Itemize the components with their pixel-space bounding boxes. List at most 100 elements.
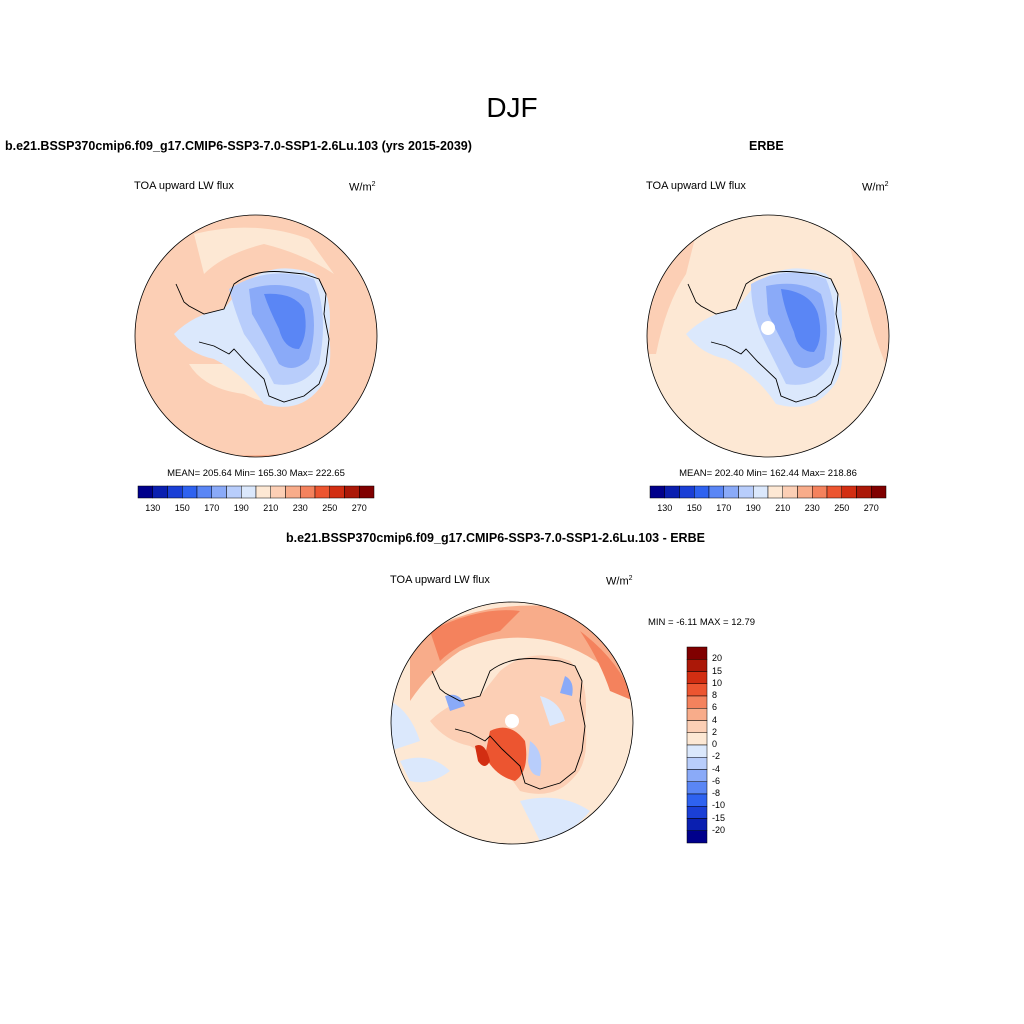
colorbar-swatch xyxy=(871,485,887,499)
colorbar-swatch xyxy=(167,485,183,499)
diff-colorbar xyxy=(686,646,708,844)
colorbar-tick-label: 150 xyxy=(686,503,702,513)
model-polar-map xyxy=(134,214,378,458)
colorbar-swatch xyxy=(738,485,754,499)
figure-title: DJF xyxy=(486,92,538,123)
colorbar-swatch xyxy=(797,485,813,499)
colorbar-swatch xyxy=(826,485,842,499)
colorbar-swatch xyxy=(686,671,708,684)
colorbar-swatch xyxy=(196,485,212,499)
colorbar-swatch xyxy=(686,732,708,746)
antarctica-coastline xyxy=(687,271,842,403)
obs-polar-map xyxy=(646,214,890,458)
colorbar-swatch xyxy=(152,485,168,499)
colorbar-swatch xyxy=(285,485,301,499)
colorbar-tick-label: 230 xyxy=(292,503,308,513)
antarctica-coastline xyxy=(431,658,586,790)
colorbar-swatch xyxy=(686,695,708,709)
model-units: W/m2 xyxy=(349,181,376,194)
colorbar-swatch xyxy=(300,485,316,499)
colorbar-swatch xyxy=(649,485,665,499)
model-variable-label: TOA upward LW flux xyxy=(134,180,234,192)
colorbar-tick-label: 170 xyxy=(204,503,220,513)
colorbar-tick-label: 20 xyxy=(712,653,723,664)
colorbar-tick-label: 210 xyxy=(263,503,279,513)
colorbar-swatch xyxy=(686,646,708,660)
colorbar-swatch xyxy=(694,485,710,499)
colorbar-swatch xyxy=(841,485,857,499)
obs-colorbar-labels: 130 150 170 190 210 230 250 270 xyxy=(650,503,886,515)
colorbar-swatch xyxy=(686,659,708,672)
colorbar-tick-label: 270 xyxy=(863,503,879,513)
colorbar-swatch xyxy=(856,485,872,499)
colorbar-tick-label: 230 xyxy=(804,503,820,513)
colorbar-tick-label: -4 xyxy=(712,763,721,774)
diff-stats: MIN = -6.11 MAX = 12.79 xyxy=(648,617,756,628)
colorbar-tick-label: 150 xyxy=(174,503,190,513)
obs-panel-title: ERBE xyxy=(749,139,784,153)
colorbar-swatch xyxy=(686,806,708,819)
model-colorbar xyxy=(137,485,375,499)
colorbar-swatch xyxy=(270,485,286,499)
obs-variable-label: TOA upward LW flux xyxy=(646,180,746,192)
colorbar-swatch xyxy=(782,485,798,499)
colorbar-swatch xyxy=(723,485,739,499)
colorbar-swatch xyxy=(344,485,360,499)
colorbar-swatch xyxy=(686,720,708,733)
colorbar-tick-label: -8 xyxy=(712,788,721,798)
colorbar-swatch xyxy=(686,781,708,795)
colorbar-swatch xyxy=(686,744,708,758)
colorbar-swatch xyxy=(686,683,708,697)
colorbar-tick-label: 2 xyxy=(712,726,718,737)
colorbar-tick-label: 170 xyxy=(716,503,732,513)
colorbar-tick-label: -15 xyxy=(712,812,726,823)
antarctica-coastline xyxy=(175,271,330,403)
colorbar-swatch xyxy=(329,485,345,499)
colorbar-tick-label: 190 xyxy=(233,503,249,513)
obs-stats: MEAN= 202.40 Min= 162.44 Max= 218.86 xyxy=(679,468,857,479)
colorbar-swatch xyxy=(753,485,769,499)
colorbar-tick-label: 250 xyxy=(322,503,338,513)
colorbar-swatch xyxy=(686,757,708,770)
colorbar-swatch xyxy=(314,485,330,499)
colorbar-tick-label: 4 xyxy=(712,714,718,725)
model-panel-title: b.e21.BSSP370cmip6.f09_g17.CMIP6-SSP3-7.… xyxy=(5,139,472,153)
colorbar-tick-label: 130 xyxy=(145,503,161,513)
colorbar-tick-label: -6 xyxy=(712,775,721,786)
colorbar-tick-label: -2 xyxy=(712,751,721,762)
colorbar-swatch xyxy=(255,485,271,499)
colorbar-swatch xyxy=(241,485,257,499)
colorbar-swatch xyxy=(686,793,708,807)
colorbar-tick-label: 6 xyxy=(712,702,718,713)
colorbar-tick-label: 270 xyxy=(351,503,367,513)
colorbar-swatch xyxy=(812,485,828,499)
colorbar-tick-label: 250 xyxy=(834,503,850,513)
colorbar-swatch xyxy=(686,708,708,721)
colorbar-swatch xyxy=(686,769,708,782)
colorbar-swatch xyxy=(359,485,375,499)
colorbar-tick-label: -10 xyxy=(712,800,726,811)
colorbar-tick-label: 130 xyxy=(657,503,673,513)
obs-colorbar xyxy=(649,485,887,499)
colorbar-swatch xyxy=(679,485,695,499)
colorbar-tick-label: 0 xyxy=(712,739,718,749)
diff-colorbar-labels: 20 15 10 8 6 4 2 0 -2 -4 -6 -8 -10 -15 -20 xyxy=(712,647,742,843)
colorbar-tick-label: 15 xyxy=(712,665,723,676)
obs-units: W/m2 xyxy=(862,181,889,194)
colorbar-swatch xyxy=(226,485,242,499)
colorbar-tick-label: 8 xyxy=(712,690,718,700)
model-colorbar-labels: 130 150 170 190 210 230 250 270 xyxy=(138,503,374,515)
diff-variable-label: TOA upward LW flux xyxy=(390,574,490,586)
colorbar-swatch xyxy=(767,485,783,499)
model-stats: MEAN= 205.64 Min= 165.30 Max= 222.65 xyxy=(167,468,345,479)
colorbar-swatch xyxy=(664,485,680,499)
diff-units: W/m2 xyxy=(606,575,633,588)
diff-panel-title: b.e21.BSSP370cmip6.f09_g17.CMIP6-SSP3-7.… xyxy=(286,531,705,545)
colorbar-tick-label: 10 xyxy=(712,677,723,688)
colorbar-swatch xyxy=(686,818,708,831)
colorbar-swatch xyxy=(182,485,198,499)
colorbar-tick-label: -20 xyxy=(712,824,726,835)
colorbar-swatch xyxy=(137,485,153,499)
colorbar-tick-label: 190 xyxy=(745,503,761,513)
colorbar-swatch xyxy=(686,830,708,844)
